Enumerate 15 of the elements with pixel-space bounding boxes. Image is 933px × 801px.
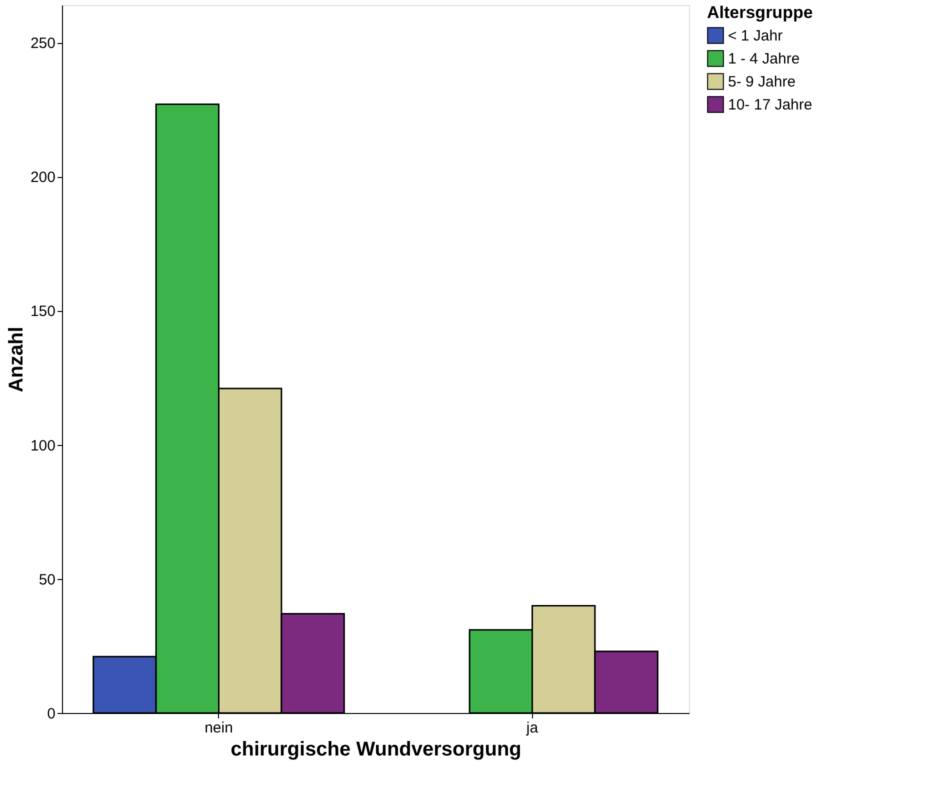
x-axis-title: chirurgische Wundversorgung — [230, 738, 522, 760]
x-tick-label: ja — [525, 720, 539, 736]
legend-title: Altersgruppe — [707, 3, 813, 22]
y-axis-title: Anzahl — [5, 326, 28, 392]
x-tick-label: nein — [204, 720, 233, 736]
y-tick-label: 50 — [38, 571, 56, 588]
legend-label: < 1 Jahr — [728, 28, 783, 44]
legend-label: 5- 9 Jahre — [728, 74, 796, 90]
legend-label: 1 - 4 Jahre — [728, 50, 800, 68]
y-tick-label: 0 — [47, 706, 56, 722]
y-tick-label: 250 — [30, 35, 56, 52]
y-tick-label: 200 — [30, 169, 56, 186]
legend-label: 10- 17 Jahre — [728, 96, 812, 114]
y-tick-label: 150 — [30, 303, 56, 320]
y-tick-label: 100 — [30, 437, 56, 454]
